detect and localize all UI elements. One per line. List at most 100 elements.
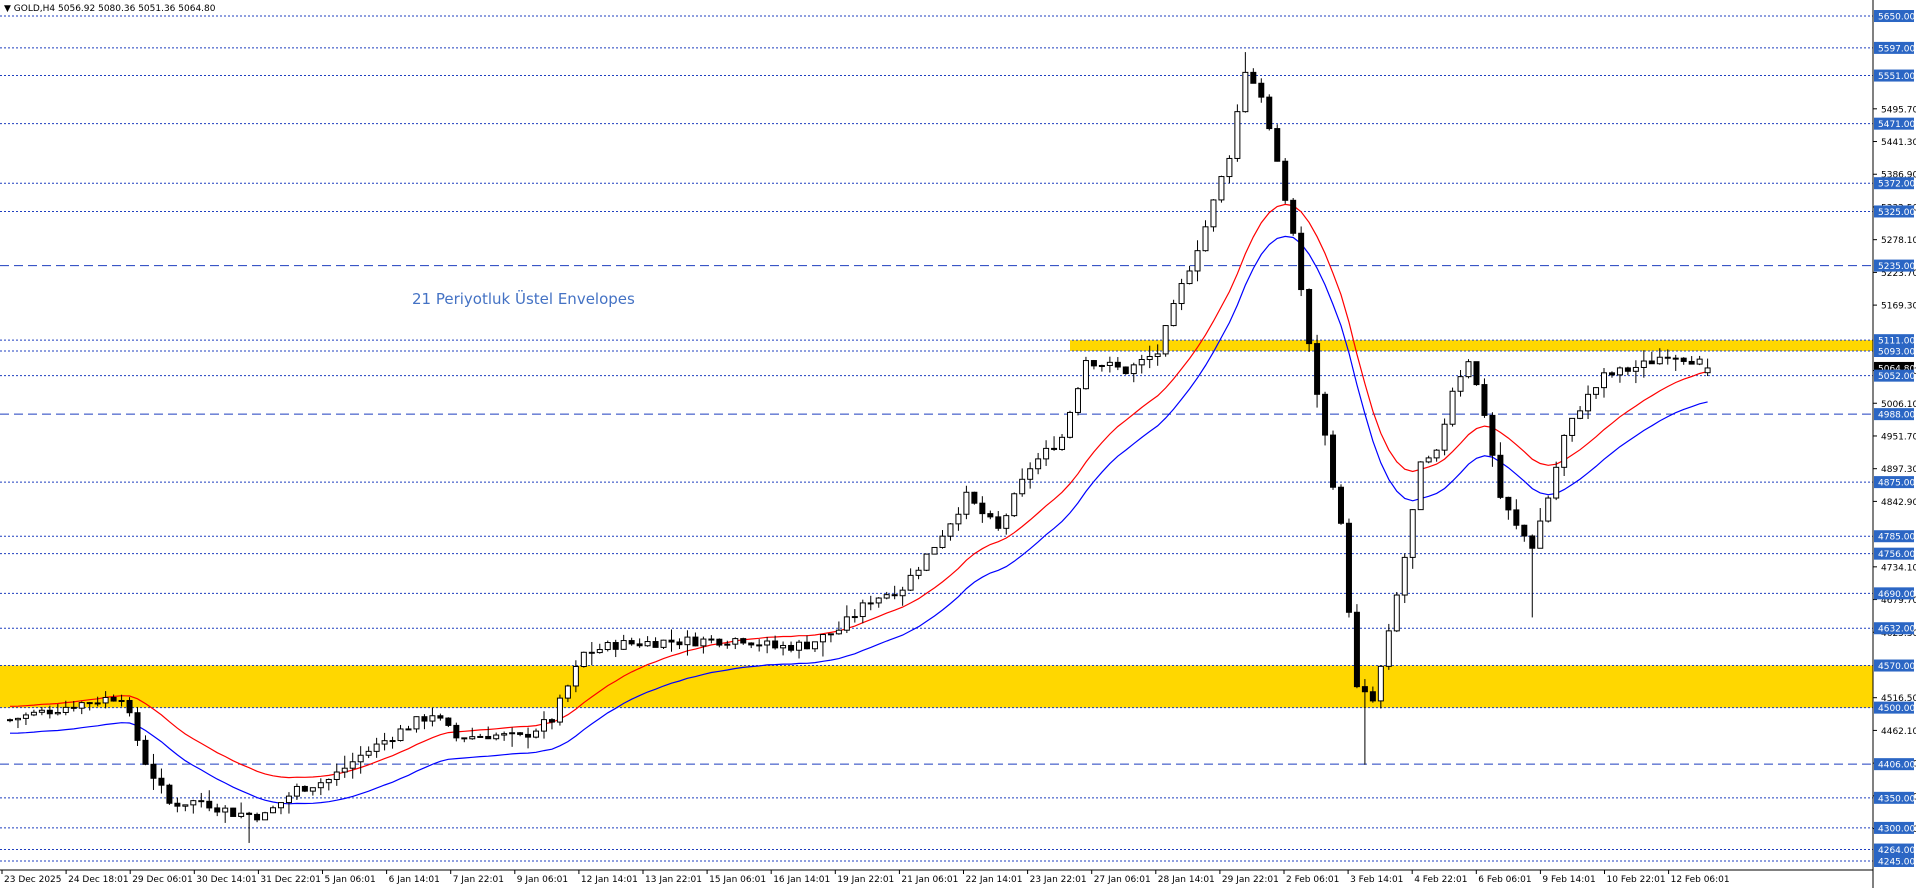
candle-body-bear xyxy=(158,777,165,786)
candle xyxy=(1106,356,1113,373)
x-tick-label: 24 Dec 18:01 xyxy=(68,875,129,885)
candle-body-bull xyxy=(397,728,404,742)
candle xyxy=(1282,158,1289,204)
candle-body-bull xyxy=(238,812,245,817)
candle-body-bear xyxy=(461,737,468,740)
zones-layer xyxy=(0,340,1873,708)
candle-body-bull xyxy=(1074,388,1081,413)
candle xyxy=(971,491,978,505)
candle-body-bull xyxy=(317,782,324,789)
candle xyxy=(1130,362,1137,383)
candle-body-bull xyxy=(1585,393,1592,412)
candle xyxy=(772,635,779,650)
candle xyxy=(1704,358,1711,377)
candle xyxy=(788,641,795,653)
candle xyxy=(891,585,898,600)
candle-body-bull xyxy=(1186,270,1193,285)
level-label-box xyxy=(1874,334,1914,347)
candle-body-bear xyxy=(150,763,157,779)
candle xyxy=(716,638,723,648)
candle xyxy=(309,787,316,796)
candle-body-bull xyxy=(1202,226,1209,252)
candle xyxy=(748,642,755,649)
candle xyxy=(254,812,261,823)
y-tick-label: 4897.30 xyxy=(1881,465,1916,475)
candle-body-bull xyxy=(907,574,914,591)
candle xyxy=(7,718,13,723)
candle xyxy=(1569,417,1576,442)
candle xyxy=(867,595,874,611)
candle-body-bull xyxy=(1545,497,1552,522)
candle-body-bear xyxy=(1274,128,1281,162)
level-label-box xyxy=(1874,344,1914,357)
candle-body-bull xyxy=(883,594,890,599)
candle-body-bull xyxy=(325,778,332,784)
candle-body-bear xyxy=(1672,357,1679,360)
candle xyxy=(1019,468,1026,497)
candle-body-bull xyxy=(875,597,882,604)
candle-body-bull xyxy=(1409,509,1416,558)
y-tick-label: 4679.70 xyxy=(1881,596,1916,606)
candles-layer xyxy=(7,52,1711,843)
candle xyxy=(1401,553,1408,604)
candle xyxy=(230,807,237,817)
candle-body-bear xyxy=(1608,372,1615,376)
candle-body-bull xyxy=(796,641,803,651)
candle-body-bear xyxy=(166,784,173,804)
candle xyxy=(835,621,842,635)
candle xyxy=(1577,406,1584,420)
candle xyxy=(851,609,858,623)
dropdown-triangle-icon[interactable]: ▼ xyxy=(4,4,11,14)
level-label-box xyxy=(1874,41,1914,54)
zone-1 xyxy=(1070,340,1873,351)
candle-body-bull xyxy=(1704,367,1711,374)
candle-body-bear xyxy=(301,785,308,792)
level-label-box xyxy=(1874,117,1914,130)
candle-body-bear xyxy=(1258,82,1265,98)
candle xyxy=(1664,349,1671,365)
candle xyxy=(1417,461,1424,511)
candle xyxy=(1114,357,1121,371)
level-label-box xyxy=(1874,530,1914,543)
candle xyxy=(485,726,492,740)
candle-body-bull xyxy=(1465,361,1472,378)
candle xyxy=(1632,360,1639,384)
candle xyxy=(1409,509,1416,569)
candle-body-bull xyxy=(899,589,906,597)
level-label: 4500.00 xyxy=(1878,704,1915,714)
candle xyxy=(1234,104,1241,162)
level-label: 4632.00 xyxy=(1878,625,1915,635)
y-tick-label: 5441.30 xyxy=(1881,138,1916,148)
candle-body-bull xyxy=(429,715,436,722)
candle xyxy=(1489,412,1496,467)
candle-body-bull xyxy=(1449,390,1456,425)
candle-body-bear xyxy=(748,642,755,646)
candle-body-bull xyxy=(62,706,69,713)
candle-body-bear xyxy=(1114,361,1121,368)
candle xyxy=(1353,604,1360,689)
candle-body-bear xyxy=(636,643,643,647)
candle xyxy=(102,691,109,709)
candle-body-bear xyxy=(525,733,532,738)
candle-body-bull xyxy=(1441,423,1448,451)
candle xyxy=(1322,391,1329,446)
candle xyxy=(86,701,93,711)
candle-body-bull xyxy=(931,546,938,555)
candle xyxy=(724,640,731,649)
candle xyxy=(1481,378,1488,418)
candle xyxy=(30,709,37,717)
candle-body-bull xyxy=(1146,355,1153,361)
y-tick-label: 5386.90 xyxy=(1881,171,1916,181)
candle-body-bull xyxy=(477,735,484,738)
candle-body-bull xyxy=(1138,359,1145,366)
candle-body-bear xyxy=(1290,199,1297,234)
level-label: 5325.00 xyxy=(1878,208,1915,218)
candle xyxy=(333,763,340,786)
candle xyxy=(1608,371,1615,378)
candle-body-bull xyxy=(182,804,189,807)
candle xyxy=(421,714,428,730)
candle-body-bear xyxy=(1298,232,1305,291)
candle-body-bull xyxy=(373,743,380,752)
